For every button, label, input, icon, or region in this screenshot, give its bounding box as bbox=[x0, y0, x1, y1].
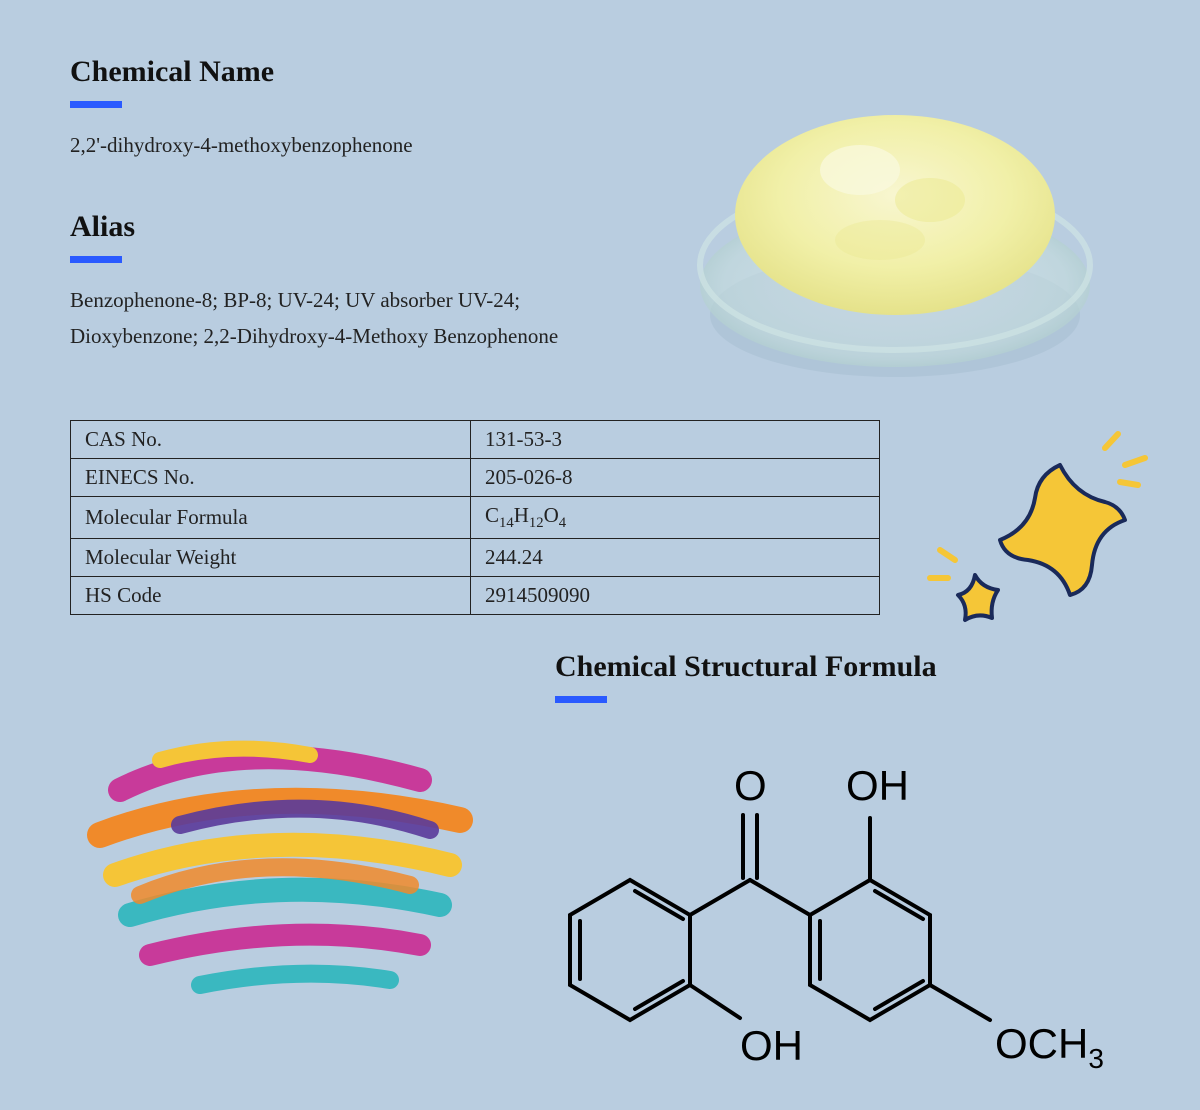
property-value: 131-53-3 bbox=[471, 421, 880, 459]
product-photo bbox=[680, 50, 1110, 400]
atom-och3: OCH3 bbox=[995, 1020, 1104, 1074]
alias-line-1: Benzophenone-8; BP-8; UV-24; UV absorber… bbox=[70, 283, 620, 319]
table-row: CAS No.131-53-3 bbox=[71, 421, 880, 459]
star-icon bbox=[920, 430, 1160, 640]
property-label: HS Code bbox=[71, 577, 471, 615]
chemical-name-section: Chemical Name 2,2'-dihydroxy-4-methoxybe… bbox=[70, 55, 590, 164]
atom-oh: OH bbox=[740, 1022, 803, 1069]
alias-heading: Alias bbox=[70, 210, 620, 244]
property-value: 244.24 bbox=[471, 539, 880, 577]
chemical-name-value: 2,2'-dihydroxy-4-methoxybenzophenone bbox=[70, 128, 590, 164]
accent-bar bbox=[70, 256, 122, 263]
table-row: EINECS No.205-026-8 bbox=[71, 459, 880, 497]
property-value: 2914509090 bbox=[471, 577, 880, 615]
table-row: Molecular FormulaC14H12O4 bbox=[71, 497, 880, 539]
structural-section: Chemical Structural Formula bbox=[555, 650, 937, 723]
table-row: Molecular Weight244.24 bbox=[71, 539, 880, 577]
accent-bar bbox=[555, 696, 607, 703]
chemical-structure-diagram: O OH OH OCH3 bbox=[490, 740, 1160, 1100]
chemical-name-heading: Chemical Name bbox=[70, 55, 590, 89]
structural-heading: Chemical Structural Formula bbox=[555, 650, 937, 684]
property-value: C14H12O4 bbox=[471, 497, 880, 539]
atom-o: O bbox=[734, 762, 767, 809]
atom-oh: OH bbox=[846, 762, 909, 809]
property-label: Molecular Weight bbox=[71, 539, 471, 577]
alias-section: Alias Benzophenone-8; BP-8; UV-24; UV ab… bbox=[70, 210, 620, 354]
property-label: CAS No. bbox=[71, 421, 471, 459]
accent-bar bbox=[70, 101, 122, 108]
property-value: 205-026-8 bbox=[471, 459, 880, 497]
table-row: HS Code2914509090 bbox=[71, 577, 880, 615]
paint-splash-icon bbox=[60, 670, 500, 1050]
alias-line-2: Dioxybenzone; 2,2-Dihydroxy-4-Methoxy Be… bbox=[70, 319, 620, 355]
property-label: Molecular Formula bbox=[71, 497, 471, 539]
property-label: EINECS No. bbox=[71, 459, 471, 497]
properties-table: CAS No.131-53-3EINECS No.205-026-8Molecu… bbox=[70, 420, 880, 615]
